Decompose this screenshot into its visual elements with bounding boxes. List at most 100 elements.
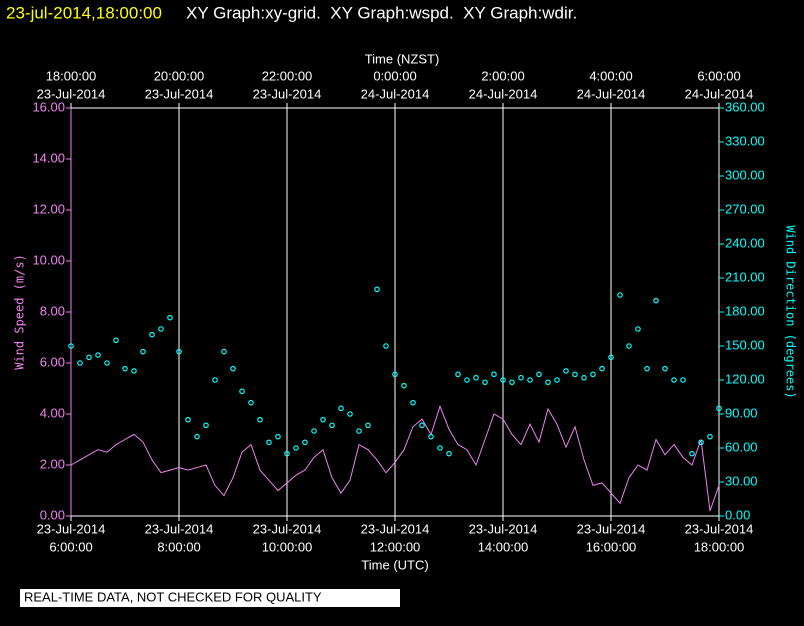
x-tick-label: 23-Jul-2014 [145, 521, 214, 536]
wind-direction-point [365, 422, 371, 429]
wind-direction-point [491, 371, 497, 378]
wind-direction-point [680, 377, 686, 383]
y2-tick-label: 210.00 [725, 269, 765, 284]
y-tick-label: 10.00 [32, 252, 65, 267]
y2-tick-label: 60.00 [725, 439, 758, 454]
x-tick-label: 18:00:00 [694, 539, 745, 554]
wind-direction-point [167, 314, 173, 321]
wind-direction-point [590, 371, 596, 378]
wind-direction-point [509, 379, 515, 386]
wind-direction-point [689, 450, 695, 457]
wind-direction-point [653, 297, 659, 304]
chart-title: XY Graph:xy-grid. XY Graph:wspd. XY Grap… [186, 3, 577, 22]
y-tick-label: 6.00 [40, 354, 65, 369]
footer: REAL-TIME DATA, NOT CHECKED FOR QUALITY [24, 589, 322, 604]
wind-direction-point [419, 422, 425, 429]
x2-tick-label: 24-Jul-2014 [577, 86, 646, 101]
wind-direction-point [185, 416, 191, 423]
wind-speed-line [70, 404, 720, 512]
wind-direction-point [428, 433, 434, 440]
wind-direction-point [446, 450, 452, 457]
x2-tick-label: 2:00:00 [481, 68, 524, 83]
wind-direction-point [338, 405, 344, 412]
y2-tick-label: 0.00 [725, 507, 750, 522]
wind-direction-point [410, 399, 416, 406]
wind-direction-point [671, 377, 677, 383]
x2-tick-label: 18:00:00 [46, 68, 97, 83]
wind-direction-point [284, 450, 290, 457]
x-tick-label: 23-Jul-2014 [253, 521, 322, 536]
y2-tick-label: 120.00 [725, 371, 765, 386]
wind-direction-point [302, 439, 308, 446]
x-tick-label: 8:00:00 [157, 539, 200, 554]
x-tick-label: 23-Jul-2014 [469, 521, 538, 536]
wind-direction-point [149, 331, 155, 338]
x2-tick-label: 24-Jul-2014 [685, 86, 754, 101]
y-tick-label: 14.00 [32, 150, 65, 165]
wind-direction-point [554, 377, 560, 383]
wind-direction-point [473, 374, 479, 381]
x-tick-label: 6:00:00 [49, 539, 92, 554]
x-tick-label: 23-Jul-2014 [37, 521, 106, 536]
wind-direction-point [266, 439, 272, 446]
x-tick-label: 23-Jul-2014 [361, 521, 430, 536]
y-tick-label: 8.00 [40, 303, 65, 318]
wind-direction-point [293, 445, 299, 451]
wind-direction-point [635, 326, 641, 332]
wind-direction-point [77, 360, 83, 366]
wind-direction-point [482, 379, 488, 386]
y2-tick-label: 330.00 [725, 133, 765, 148]
x2-tick-label: 23-Jul-2014 [145, 86, 214, 101]
wind-direction-point [194, 433, 200, 440]
wind-direction-point [527, 377, 533, 383]
x2-axis-title: Time (NZST) [365, 51, 440, 66]
wind-direction-point [401, 382, 407, 389]
wind-direction-point [311, 428, 317, 434]
wind-direction-point [608, 354, 614, 361]
y2-axis-title: Wind Direction (degrees) [784, 225, 798, 398]
y2-tick-label: 270.00 [725, 201, 765, 216]
wind-direction-point [68, 343, 74, 349]
x2-tick-label: 23-Jul-2014 [37, 86, 106, 101]
wind-direction-point [275, 433, 281, 440]
wind-direction-point [212, 377, 218, 383]
wind-direction-point [437, 445, 443, 451]
wind-direction-point [464, 377, 470, 383]
wind-direction-point [176, 348, 182, 355]
x-tick-label: 23-Jul-2014 [685, 521, 754, 536]
footer-box [20, 589, 400, 607]
wind-direction-point [644, 365, 650, 372]
wind-direction-point [320, 416, 326, 423]
wind-direction-point [662, 365, 668, 372]
wind-direction-point [374, 286, 380, 293]
y-tick-label: 2.00 [40, 456, 65, 471]
x-tick-label: 12:00:00 [370, 539, 421, 554]
wind-direction-point [257, 416, 263, 423]
wind-direction-point [500, 377, 506, 383]
wind-direction-point [716, 405, 722, 412]
y2-tick-label: 30.00 [725, 473, 758, 488]
x2-tick-label: 4:00:00 [589, 68, 632, 83]
y-axis-title: Wind Speed (m/s) [13, 254, 27, 370]
wind-direction-point [221, 348, 227, 355]
wind-direction-point [158, 326, 164, 332]
wind-direction-point [383, 343, 389, 349]
title-time: 23-jul-2014,18:00:00 [6, 3, 162, 22]
wind-direction-point [626, 343, 632, 349]
y2-tick-label: 300.00 [725, 167, 765, 182]
x-tick-label: 16:00:00 [586, 539, 637, 554]
wind-direction-point [536, 371, 542, 378]
wind-direction-point [545, 379, 551, 386]
x2-tick-label: 6:00:00 [697, 68, 740, 83]
wind-direction-point [122, 365, 128, 372]
x2-tick-label: 20:00:00 [154, 68, 205, 83]
wind-direction-point [356, 428, 362, 434]
x-tick-label: 14:00:00 [478, 539, 529, 554]
wind-direction-point [230, 365, 236, 372]
wind-direction-point [239, 388, 245, 395]
x2-tick-label: 24-Jul-2014 [361, 86, 430, 101]
y2-tick-label: 150.00 [725, 337, 765, 352]
